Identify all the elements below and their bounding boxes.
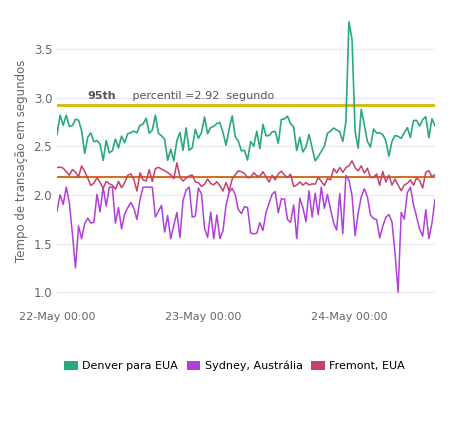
- Y-axis label: Tempo de transação em segundos: Tempo de transação em segundos: [15, 60, 28, 262]
- Text: percentil =2.92  segundo: percentil =2.92 segundo: [129, 91, 274, 101]
- Text: 95th: 95th: [87, 91, 116, 101]
- Legend: Denver para EUA, Sydney, Austrália, Fremont, EUA: Denver para EUA, Sydney, Austrália, Frem…: [60, 356, 410, 376]
